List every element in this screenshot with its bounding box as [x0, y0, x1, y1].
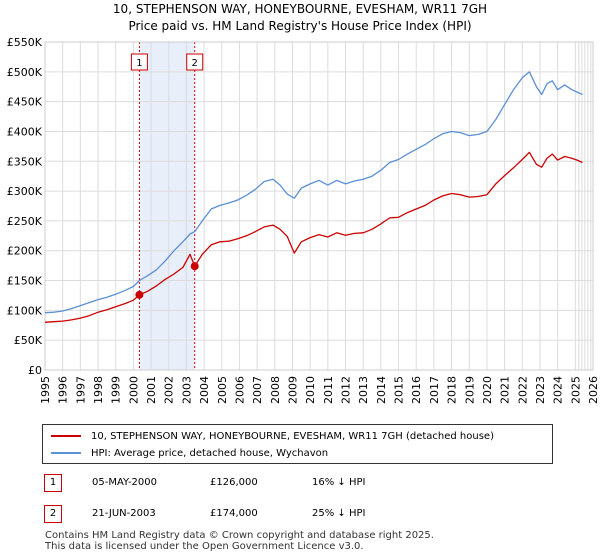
- x-tick-label: 2019: [463, 376, 476, 404]
- series-line-hpi: [44, 71, 583, 314]
- plot-area: [45, 42, 593, 370]
- x-tick-label: 2024: [552, 376, 565, 404]
- legend-item-property: 10, STEPHENSON WAY, HONEYBOURNE, EVESHAM…: [51, 428, 494, 444]
- x-tick-label: 2017: [428, 376, 441, 404]
- x-tick-label: 2011: [322, 376, 335, 404]
- y-tick-label: £250K: [7, 215, 43, 228]
- y-tick-label: £200K: [7, 245, 43, 258]
- x-tick-label: 2021: [499, 376, 512, 404]
- marker-label: 2: [192, 58, 198, 69]
- x-tick-label: 1997: [74, 376, 87, 404]
- transaction-date: 21-JUN-2003: [92, 508, 156, 519]
- footer-copyright: Contains HM Land Registry data © Crown c…: [45, 530, 434, 541]
- legend-swatch-property: [51, 435, 81, 437]
- x-tick-label: 2009: [286, 376, 299, 404]
- price-chart: £0 £50K £100K £150K £200K £250K £300K £350K £400…: [7, 36, 600, 404]
- marker-box: [130, 53, 148, 71]
- plot-border: [44, 41, 594, 371]
- x-tick-label: 2022: [516, 376, 529, 404]
- transaction-hpi-diff: 25% ↓ HPI: [312, 508, 366, 519]
- chart-subtitle: Price paid vs. HM Land Registry's House …: [128, 19, 472, 33]
- y-tick-label: £350K: [7, 155, 43, 168]
- y-tick-label: £550K: [7, 36, 43, 49]
- x-tick-label: 2001: [145, 376, 158, 404]
- x-tick-label: 2007: [251, 376, 264, 404]
- x-tick-label: 2023: [534, 376, 547, 404]
- transaction-number: 1: [44, 474, 62, 492]
- legend-item-hpi: HPI: Average price, detached house, Wych…: [51, 445, 328, 461]
- legend-label-property: 10, STEPHENSON WAY, HONEYBOURNE, EVESHAM…: [91, 430, 494, 442]
- y-tick-label: £500K: [7, 66, 43, 79]
- y-tick-label: £400K: [7, 125, 43, 138]
- x-tick-label: 2014: [375, 376, 388, 404]
- x-tick-label: 1998: [92, 376, 105, 404]
- transaction-price: £126,000: [210, 477, 258, 488]
- shaded-ownership-period: [139, 42, 195, 370]
- legend-swatch-hpi: [51, 452, 81, 454]
- sale-point: [135, 290, 144, 299]
- x-tick-label: 2005: [216, 376, 229, 404]
- x-tick-label: 1999: [110, 376, 123, 404]
- marker-box: [186, 53, 204, 71]
- x-tick-label: 2002: [163, 376, 176, 404]
- marker-label: 1: [136, 58, 142, 69]
- x-tick-label: 2000: [127, 376, 140, 404]
- y-tick-label: £450K: [7, 96, 43, 109]
- y-tick-label: £150K: [7, 275, 43, 288]
- transaction-hpi-diff: 16% ↓ HPI: [312, 477, 366, 488]
- y-tick-label: £100K: [7, 304, 43, 317]
- legend-label-hpi: HPI: Average price, detached house, Wych…: [91, 447, 329, 459]
- footer-licence: This data is licensed under the Open Gov…: [45, 541, 364, 552]
- transaction-row: 2 21-JUN-2003 £174,000 25% ↓ HPI: [0, 505, 600, 525]
- x-tick-label: 2012: [340, 376, 353, 404]
- transaction-date: 05-MAY-2000: [92, 477, 158, 488]
- x-tick-label: 2013: [357, 376, 370, 404]
- x-tick-label: 2010: [304, 376, 317, 404]
- x-tick-label: 2008: [269, 376, 282, 404]
- transaction-price: £174,000: [210, 508, 258, 519]
- x-tick-label: 2003: [180, 376, 193, 404]
- y-tick-label: £300K: [7, 185, 43, 198]
- x-tick-label: 2020: [481, 376, 494, 404]
- transaction-row: 1 05-MAY-2000 £126,000 16% ↓ HPI: [0, 474, 600, 494]
- y-tick-label: £50K: [14, 334, 43, 347]
- sale-point: [190, 262, 199, 271]
- legend: 10, STEPHENSON WAY, HONEYBOURNE, EVESHAM…: [42, 424, 553, 464]
- x-tick-label: 2016: [410, 376, 423, 404]
- x-tick-label: 1995: [39, 376, 52, 404]
- y-tick-label: £0: [28, 364, 42, 377]
- x-tick-label: 1996: [57, 376, 70, 404]
- x-tick-label: 2004: [198, 376, 211, 404]
- x-tick-label: 2006: [233, 376, 246, 404]
- x-tick-label: 2026: [587, 376, 600, 404]
- x-tick-label: 2015: [393, 376, 406, 404]
- x-tick-label: 2018: [446, 376, 459, 404]
- transaction-number: 2: [44, 505, 62, 523]
- x-tick-label: 2025: [569, 376, 582, 404]
- chart-title: 10, STEPHENSON WAY, HONEYBOURNE, EVESHAM…: [112, 2, 488, 16]
